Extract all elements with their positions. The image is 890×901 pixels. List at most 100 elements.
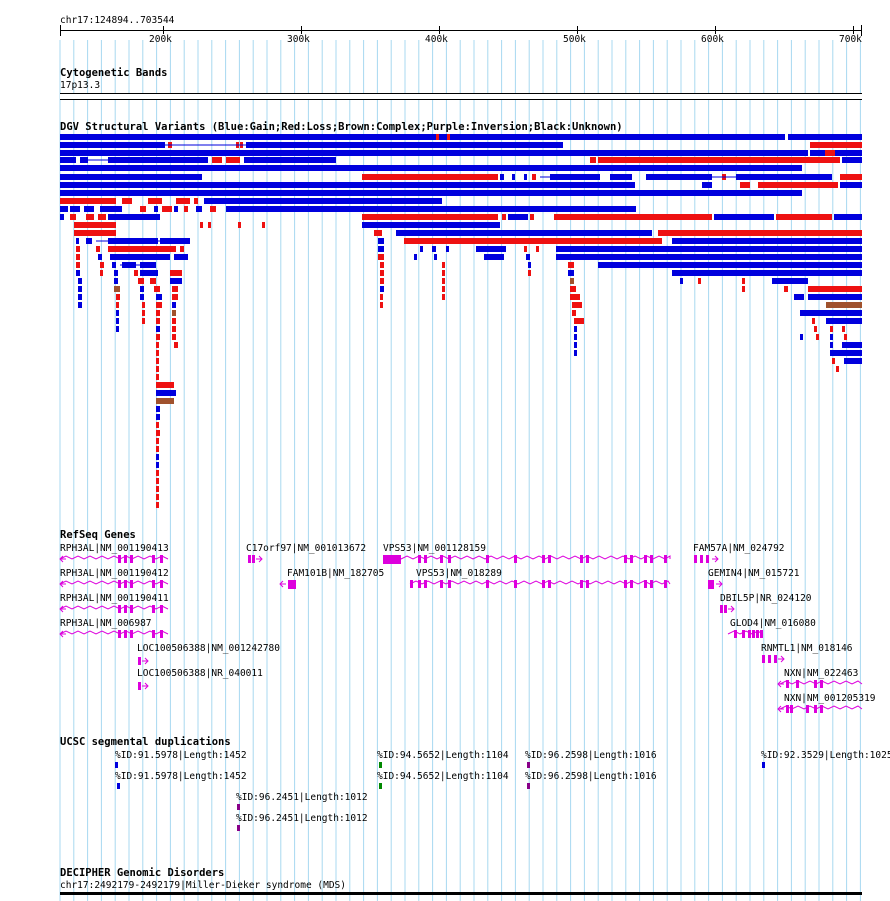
gene-label[interactable]: RPH3AL|NM_001190411 [60, 593, 169, 604]
sv-feature [794, 294, 804, 300]
strand-arrow [716, 580, 723, 588]
sv-feature [138, 278, 144, 284]
gene-label[interactable]: GLOD4|NM_016080 [730, 618, 816, 629]
sv-feature [140, 270, 158, 276]
gene-label[interactable]: RPH3AL|NM_001190413 [60, 543, 169, 554]
segdup-label[interactable]: %ID:96.2598|Length:1016 [525, 750, 657, 761]
sv-feature [262, 222, 265, 228]
gene-label[interactable]: RNMTL1|NM_018146 [761, 643, 853, 654]
segdup-label[interactable]: %ID:91.5978|Length:1452 [115, 771, 247, 782]
gene-exon [820, 680, 823, 688]
gene-label[interactable]: DBIL5P|NR_024120 [720, 593, 812, 604]
sv-feature [816, 334, 819, 340]
sv-feature [556, 254, 862, 260]
sv-feature [60, 134, 785, 140]
sv-feature [116, 310, 119, 316]
gene-exon [130, 605, 133, 613]
sv-feature [502, 214, 506, 220]
sv-feature [742, 278, 745, 284]
sv-feature [526, 254, 530, 260]
sv-feature [76, 238, 79, 244]
sv-feature [156, 334, 160, 340]
gene-exon [486, 555, 489, 563]
segdup-track-title[interactable]: UCSC segmental duplications [60, 736, 231, 748]
gene-label[interactable]: NXN|NM_001205319 [784, 693, 876, 704]
sv-feature [610, 174, 632, 180]
sv-feature [176, 198, 190, 204]
sv-feature [238, 222, 241, 228]
sv-feature [200, 222, 203, 228]
gene-label[interactable]: C17orf97|NM_001013672 [246, 543, 367, 554]
gene-label[interactable]: VPS53|NM_001128159 [383, 543, 486, 554]
gene-exon [748, 630, 751, 638]
gene-exon [542, 555, 545, 563]
dgv-track-title[interactable]: DGV Structural Variants (Blue:Gain;Red:L… [60, 121, 623, 133]
sv-feature [100, 206, 122, 212]
gene-label[interactable]: LOC100506388|NM_001242780 [137, 643, 280, 654]
sv-feature [70, 214, 76, 220]
gene-exon [630, 555, 633, 563]
segdup-label[interactable]: %ID:92.3529|Length:1025 [761, 750, 890, 761]
sv-feature [442, 286, 445, 292]
sv-feature [380, 286, 384, 292]
sv-feature [432, 246, 436, 252]
segdup-label[interactable]: %ID:94.5652|Length:1104 [377, 771, 509, 782]
sv-feature [598, 262, 862, 268]
segdup-label[interactable]: %ID:96.2451|Length:1012 [236, 792, 368, 803]
gene-label[interactable]: LOC100506388|NR_040011 [137, 668, 263, 679]
decipher-track-title[interactable]: DECIPHER Genomic Disorders [60, 867, 225, 879]
cytoband-track-title[interactable]: Cytogenetic Bands [60, 67, 168, 79]
gene-exon [720, 605, 723, 613]
gene-exon [152, 580, 155, 588]
sv-feature [60, 214, 64, 220]
sv-feature [500, 174, 504, 180]
sv-feature [658, 230, 862, 236]
gene-exon [624, 555, 627, 563]
refseq-track-title[interactable]: RefSeq Genes [60, 529, 136, 541]
sv-feature [86, 214, 94, 220]
gene-label[interactable]: FAM57A|NM_024792 [693, 543, 785, 554]
decipher-feature-bar[interactable] [60, 892, 862, 895]
gene-label[interactable]: RPH3AL|NM_001190412 [60, 568, 169, 579]
gene-label[interactable]: VPS53|NM_018289 [416, 568, 502, 579]
sv-feature [156, 502, 159, 508]
strand-arrow [142, 657, 149, 665]
sv-feature [378, 254, 384, 260]
sv-feature [574, 326, 577, 332]
segdup-label[interactable]: %ID:91.5978|Length:1452 [115, 750, 247, 761]
sv-feature [842, 342, 862, 348]
segdup-label[interactable]: %ID:94.5652|Length:1104 [377, 750, 509, 761]
gene-exon [700, 555, 703, 563]
gene-label[interactable]: FAM101B|NM_182705 [287, 568, 385, 579]
sv-feature [156, 494, 159, 500]
gene-exon [742, 630, 745, 638]
segdup-label[interactable]: %ID:96.2598|Length:1016 [525, 771, 657, 782]
gene-intron [59, 580, 169, 585]
gene-exon [706, 555, 709, 563]
decipher-label[interactable]: chr17:2492179-2492179|Miller-Dieker synd… [60, 880, 346, 891]
strand-arrow [59, 580, 66, 588]
sv-feature [840, 174, 862, 180]
sv-feature [210, 206, 216, 212]
gene-exon [418, 580, 421, 588]
gene-label[interactable]: NXN|NM_022463 [784, 668, 859, 679]
gene-label[interactable]: GEMIN4|NM_015721 [708, 568, 800, 579]
ruler-tick [715, 26, 716, 34]
gene-label[interactable]: RPH3AL|NM_006987 [60, 618, 152, 629]
gene-exon [752, 630, 755, 638]
segdup-feature [527, 783, 530, 789]
ruler-right-cap [861, 25, 862, 36]
gene-exon [644, 555, 647, 563]
sv-feature [156, 318, 160, 324]
gene-exon [514, 555, 517, 563]
sv-feature [808, 294, 862, 300]
sv-feature [380, 270, 384, 276]
ruler-tick [853, 26, 854, 34]
segdup-label[interactable]: %ID:96.2451|Length:1012 [236, 813, 368, 824]
sv-feature [60, 182, 635, 188]
cytoband-bar[interactable] [60, 93, 862, 100]
sv-feature [156, 310, 160, 316]
